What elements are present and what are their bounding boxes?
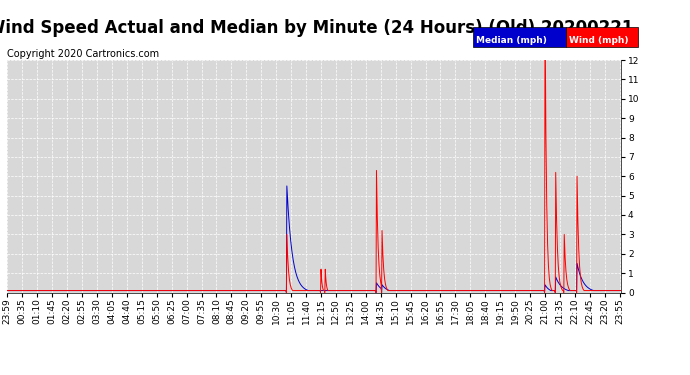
Text: Wind (mph): Wind (mph) [569,36,629,45]
Text: Median (mph): Median (mph) [476,36,547,45]
Text: Copyright 2020 Cartronics.com: Copyright 2020 Cartronics.com [7,49,159,59]
Text: Wind Speed Actual and Median by Minute (24 Hours) (Old) 20200221: Wind Speed Actual and Median by Minute (… [0,19,633,37]
